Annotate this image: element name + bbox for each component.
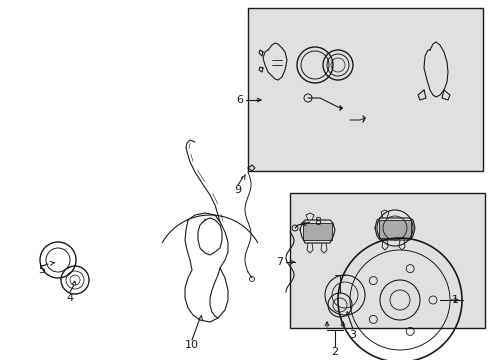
Text: 4: 4 bbox=[66, 293, 73, 303]
Polygon shape bbox=[378, 220, 410, 238]
Text: 10: 10 bbox=[184, 340, 199, 350]
Text: 8: 8 bbox=[314, 217, 321, 227]
Text: 9: 9 bbox=[234, 185, 241, 195]
Text: 6: 6 bbox=[236, 95, 243, 105]
Polygon shape bbox=[303, 223, 331, 240]
Text: 1: 1 bbox=[450, 295, 458, 305]
Bar bbox=[289, 193, 484, 328]
Bar bbox=[247, 8, 482, 171]
Text: 3: 3 bbox=[349, 330, 356, 340]
Text: 2: 2 bbox=[331, 347, 338, 357]
Text: 7: 7 bbox=[276, 257, 283, 267]
Text: 5: 5 bbox=[39, 265, 45, 275]
